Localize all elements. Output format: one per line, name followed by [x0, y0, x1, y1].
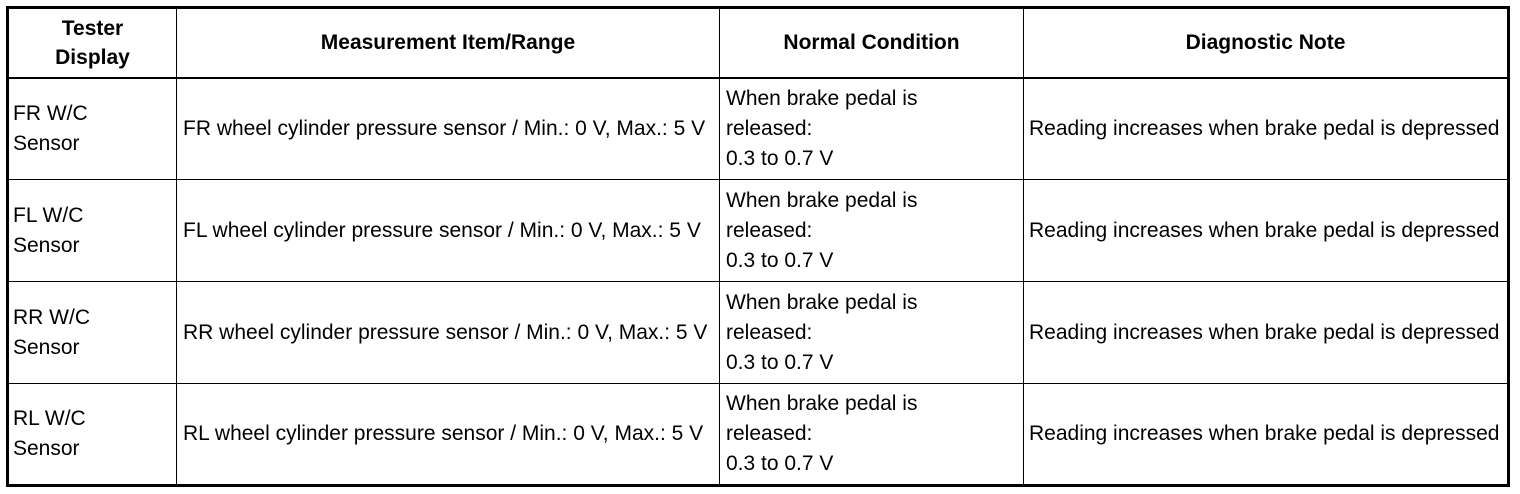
column-header: Normal Condition: [719, 7, 1024, 79]
tester-display-cell: FR W/C Sensor: [7, 77, 177, 180]
diagnostic-note-text: Reading increases when brake pedal is de…: [1029, 422, 1500, 445]
measurement-item-text: RL wheel cylinder pressure sensor / Min.…: [183, 422, 704, 445]
table-row: FL W/C Sensor FL wheel cylinder pressure…: [7, 179, 1509, 282]
table-row: RL W/C Sensor RL wheel cylinder pressure…: [7, 383, 1509, 486]
normal-condition-text: When brake pedal is released: 0.3 to 0.7…: [726, 86, 918, 170]
diagnostic-note-cell: Reading increases when brake pedal is de…: [1023, 383, 1509, 486]
diagnostic-note-cell: Reading increases when brake pedal is de…: [1023, 77, 1509, 180]
normal-condition-cell: When brake pedal is released: 0.3 to 0.7…: [719, 383, 1024, 486]
column-header-label: Measurement Item/Range: [320, 31, 576, 55]
column-header-label: Normal Condition: [783, 31, 960, 55]
tester-display-text: FR W/C Sensor: [13, 101, 88, 155]
tester-display-cell: RL W/C Sensor: [7, 383, 177, 486]
header-row: Tester Display Measurement Item/Range No…: [7, 7, 1509, 79]
column-header-label: Tester Display: [55, 16, 130, 69]
diagnostic-note-text: Reading increases when brake pedal is de…: [1029, 320, 1500, 344]
measurement-item-cell: RL wheel cylinder pressure sensor / Min.…: [176, 383, 720, 486]
diagnostic-note-cell: Reading increases when brake pedal is de…: [1023, 281, 1509, 384]
measurement-item-cell: RR wheel cylinder pressure sensor / Min.…: [176, 281, 720, 384]
column-header: Diagnostic Note: [1023, 7, 1509, 79]
table-row: FR W/C Sensor FR wheel cylinder pressure…: [7, 77, 1509, 180]
tester-display-cell: RR W/C Sensor: [7, 281, 177, 384]
tester-display-cell: FL W/C Sensor: [7, 179, 177, 282]
data-table: Tester Display Measurement Item/Range No…: [6, 6, 1510, 487]
measurement-item-text: FL wheel cylinder pressure sensor / Min.…: [183, 218, 701, 242]
table-row: RR W/C Sensor RR wheel cylinder pressure…: [7, 281, 1509, 384]
diagnostic-note-text: Reading increases when brake pedal is de…: [1029, 116, 1500, 140]
measurement-item-text: FR wheel cylinder pressure sensor / Min.…: [183, 116, 706, 140]
measurement-item-cell: FR wheel cylinder pressure sensor / Min.…: [176, 77, 720, 180]
diagnostic-note-cell: Reading increases when brake pedal is de…: [1023, 179, 1509, 282]
measurement-item-text: RR wheel cylinder pressure sensor / Min.…: [183, 320, 708, 344]
normal-condition-cell: When brake pedal is released: 0.3 to 0.7…: [719, 179, 1024, 282]
normal-condition-text: When brake pedal is released: 0.3 to 0.7…: [726, 188, 918, 272]
tester-display-text: FL W/C Sensor: [13, 203, 84, 257]
tester-display-text: RL W/C Sensor: [13, 407, 86, 460]
tester-display-text: RR W/C Sensor: [13, 305, 90, 359]
diagnostic-note-text: Reading increases when brake pedal is de…: [1029, 218, 1500, 242]
normal-condition-cell: When brake pedal is released: 0.3 to 0.7…: [719, 77, 1024, 180]
measurement-item-cell: FL wheel cylinder pressure sensor / Min.…: [176, 179, 720, 282]
column-header-label: Diagnostic Note: [1185, 31, 1346, 55]
normal-condition-text: When brake pedal is released: 0.3 to 0.7…: [726, 290, 918, 374]
normal-condition-cell: When brake pedal is released: 0.3 to 0.7…: [719, 281, 1024, 384]
column-header: Tester Display: [7, 7, 177, 79]
column-header: Measurement Item/Range: [176, 7, 720, 79]
normal-condition-text: When brake pedal is released: 0.3 to 0.7…: [726, 392, 918, 475]
